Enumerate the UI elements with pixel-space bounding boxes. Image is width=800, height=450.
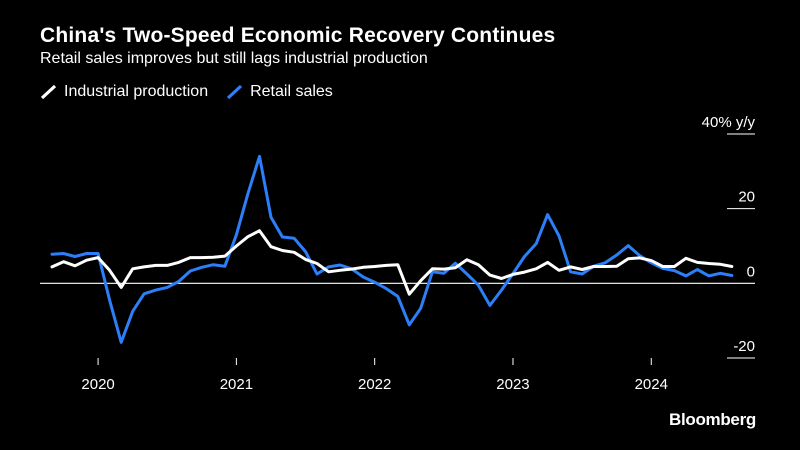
x-tick-label-4: 2024 (635, 376, 668, 393)
y-tick-label-0: 40% y/y (702, 114, 756, 131)
legend-swatch-retail-sales-icon (226, 83, 244, 101)
legend-item-retail-sales: Retail sales (226, 83, 333, 101)
y-tick-label-3: -20 (733, 338, 755, 355)
y-tick-label-1: 20 (738, 189, 755, 206)
legend-swatch-industrial-production-icon (40, 83, 58, 101)
chart-subtitle: Retail sales improves but still lags ind… (40, 50, 428, 67)
bloomberg-logo: Bloomberg (668, 410, 756, 429)
series-line-industrial-production (50, 229, 734, 296)
x-tick-label-3: 2023 (496, 376, 529, 393)
series-line-retail-sales (50, 154, 734, 344)
legend-label-retail-sales: Retail sales (250, 83, 333, 100)
x-tick-label-0: 2020 (81, 376, 114, 393)
x-tick-label-2: 2022 (358, 376, 391, 393)
legend-label-industrial-production: Industrial production (64, 83, 209, 100)
legend-item-industrial-production: Industrial production (40, 83, 208, 101)
y-tick-label-2: 0 (747, 263, 755, 280)
chart-title: China's Two-Speed Economic Recovery Cont… (40, 24, 556, 47)
x-tick-label-1: 2021 (220, 376, 253, 393)
legend: Industrial production Retail sales (40, 83, 351, 101)
